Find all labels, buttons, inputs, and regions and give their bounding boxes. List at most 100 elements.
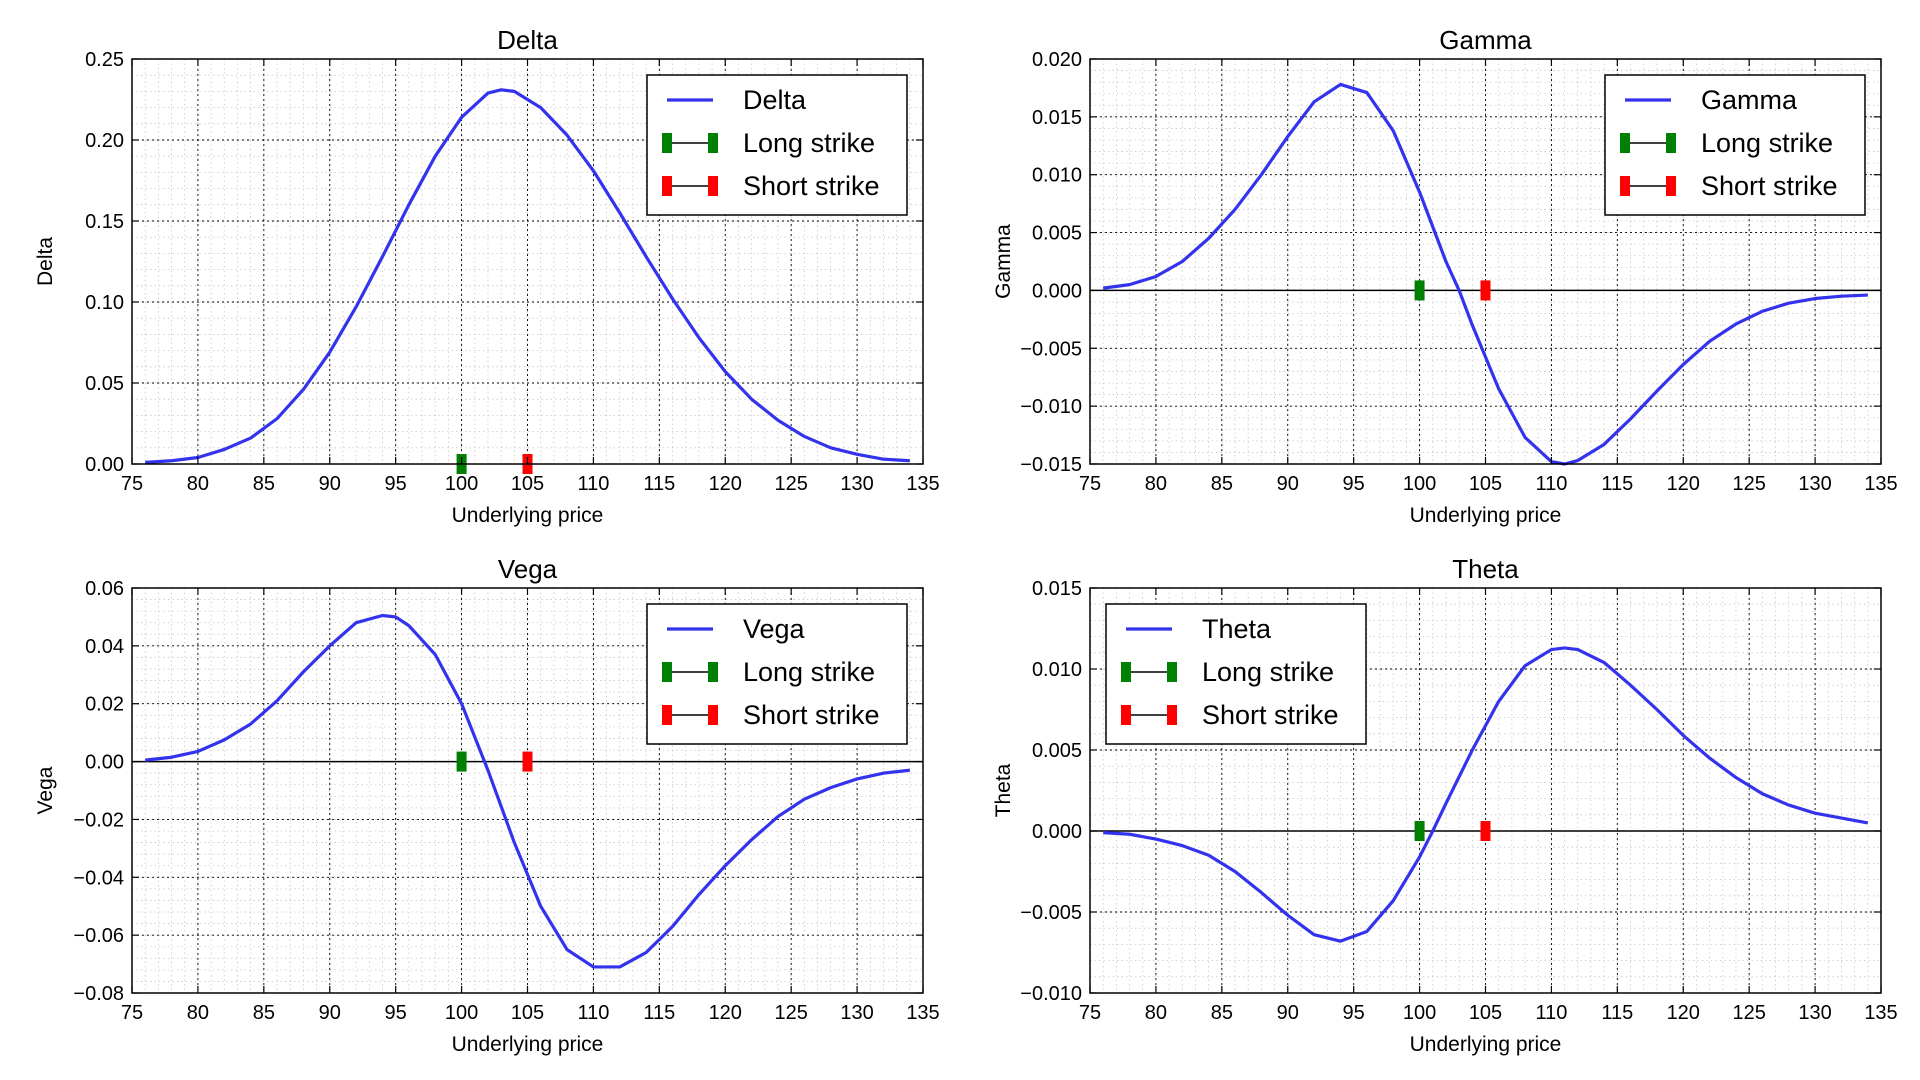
- x-tick-label: 125: [774, 1002, 807, 1024]
- legend-label: Short strike: [1202, 700, 1339, 730]
- legend-swatch-marker: [662, 133, 672, 153]
- x-tick-label: 80: [1145, 1002, 1167, 1024]
- legend-label: Delta: [743, 85, 807, 115]
- chart-panel-vega: 75 80 85 90 95 100 105 110 115 120 125 130 135 −0.08 −…: [34, 554, 940, 1056]
- legend-swatch-marker: [662, 705, 672, 725]
- chart-panel-gamma: 75 80 85 90 95 100 105 110 115 120 125 130 135 −0.015…: [992, 25, 1898, 527]
- legend-swatch-marker: [1620, 133, 1630, 153]
- x-tick-label: 105: [511, 1002, 544, 1024]
- x-tick-label: 115: [643, 473, 675, 495]
- x-tick-label: 85: [1211, 1002, 1233, 1024]
- short-strike-marker: [522, 751, 533, 772]
- legend-swatch-marker: [662, 176, 672, 196]
- series-line-vega: [145, 613, 910, 969]
- chart-panel-theta: 75 80 85 90 95 100 105 110 115 120 125 130 135 −0.010…: [992, 554, 1898, 1056]
- y-tick-label: 0.00: [85, 454, 124, 476]
- x-tick-label: 105: [1469, 473, 1502, 495]
- x-tick-label: 120: [709, 1002, 742, 1024]
- legend-swatch-marker: [708, 662, 718, 682]
- x-tick-label: 100: [445, 1002, 478, 1024]
- x-tick-label: 130: [840, 473, 873, 495]
- y-axis-label: Vega: [34, 766, 57, 814]
- short-strike-marker: [1480, 280, 1491, 301]
- x-tick-label: 100: [1403, 1002, 1436, 1024]
- legend: Gamma Long strike Short strike: [1604, 74, 1866, 216]
- x-tick-label: 75: [1079, 473, 1101, 495]
- legend-swatch-marker: [662, 662, 672, 682]
- x-tick-label: 135: [1864, 473, 1897, 495]
- long-strike-marker: [1414, 821, 1425, 841]
- chart-panel-delta: 75 80 85 90 95 100 105 110 115 120 125 130 135 0.00 0.…: [34, 25, 940, 527]
- x-tick-label: 125: [1732, 1002, 1765, 1024]
- y-tick-label: 0.010: [1032, 659, 1082, 681]
- x-tick-label: 105: [511, 473, 544, 495]
- y-tick-label: 0.25: [85, 49, 124, 71]
- x-tick-label: 120: [1667, 1002, 1700, 1024]
- x-axis-label: Underlying price: [1410, 504, 1562, 527]
- y-tick-label: −0.04: [73, 867, 124, 889]
- legend: Vega Long strike Short strike: [646, 603, 908, 745]
- legend-label: Vega: [743, 614, 806, 644]
- legend-swatch-marker: [708, 133, 718, 153]
- y-tick-label: −0.015: [1020, 454, 1082, 476]
- y-tick-label: 0.20: [85, 130, 124, 152]
- y-tick-label: 0.00: [85, 752, 124, 774]
- x-tick-label: 75: [121, 473, 143, 495]
- legend-label: Short strike: [743, 171, 880, 201]
- y-axis-label: Gamma: [992, 224, 1015, 299]
- short-strike-marker: [1480, 821, 1491, 841]
- y-tick-label: −0.010: [1020, 983, 1082, 1005]
- chart-title: Theta: [1452, 554, 1519, 584]
- series-line-theta: [1103, 646, 1869, 943]
- x-tick-label: 110: [1535, 1002, 1567, 1024]
- legend-label: Theta: [1202, 614, 1272, 644]
- x-tick-label: 80: [187, 1002, 209, 1024]
- x-tick-label: 105: [1469, 1002, 1502, 1024]
- long-strike-marker: [456, 751, 467, 772]
- chart-title: Delta: [497, 25, 558, 55]
- y-tick-label: 0.06: [85, 578, 124, 600]
- x-tick-label: 80: [1145, 473, 1167, 495]
- x-tick-label: 100: [445, 473, 478, 495]
- x-axis-label: Underlying price: [452, 504, 604, 527]
- legend-label: Gamma: [1701, 85, 1798, 115]
- x-tick-label: 80: [187, 473, 209, 495]
- x-tick-label: 130: [1798, 473, 1831, 495]
- y-tick-label: −0.005: [1020, 338, 1082, 360]
- y-tick-label: −0.06: [73, 925, 124, 947]
- legend-label: Short strike: [743, 700, 880, 730]
- x-tick-label: 135: [906, 1002, 939, 1024]
- legend-box: [646, 74, 908, 216]
- x-tick-label: 110: [577, 1002, 609, 1024]
- x-tick-label: 95: [385, 473, 407, 495]
- y-tick-label: −0.010: [1020, 396, 1082, 418]
- chart-title: Vega: [498, 554, 558, 584]
- legend-label: Long strike: [743, 128, 875, 158]
- x-tick-label: 130: [840, 1002, 873, 1024]
- y-tick-label: 0.02: [85, 694, 124, 716]
- legend-swatch-marker: [1167, 705, 1177, 725]
- legend-box: [1105, 603, 1367, 745]
- y-tick-label: 0.000: [1032, 821, 1082, 843]
- legend-swatch-marker: [1666, 176, 1676, 196]
- x-tick-label: 95: [1343, 473, 1365, 495]
- y-axis-label: Delta: [34, 237, 57, 286]
- x-tick-label: 75: [1079, 1002, 1101, 1024]
- legend-box: [1604, 74, 1866, 216]
- legend: Delta Long strike Short strike: [646, 74, 908, 216]
- x-tick-label: 110: [577, 473, 609, 495]
- x-tick-label: 90: [319, 1002, 341, 1024]
- chart-title: Gamma: [1439, 25, 1532, 55]
- x-axis-label: Underlying price: [1410, 1033, 1562, 1056]
- x-tick-label: 120: [1667, 473, 1700, 495]
- legend-label: Long strike: [1202, 657, 1334, 687]
- legend-label: Long strike: [1701, 128, 1833, 158]
- legend-label: Short strike: [1701, 171, 1838, 201]
- y-tick-label: 0.10: [85, 292, 124, 314]
- y-tick-label: 0.015: [1032, 107, 1082, 129]
- x-tick-label: 90: [1277, 473, 1299, 495]
- x-tick-label: 75: [121, 1002, 143, 1024]
- y-tick-label: 0.15: [85, 211, 124, 233]
- legend-swatch-marker: [708, 176, 718, 196]
- legend-swatch-marker: [1620, 176, 1630, 196]
